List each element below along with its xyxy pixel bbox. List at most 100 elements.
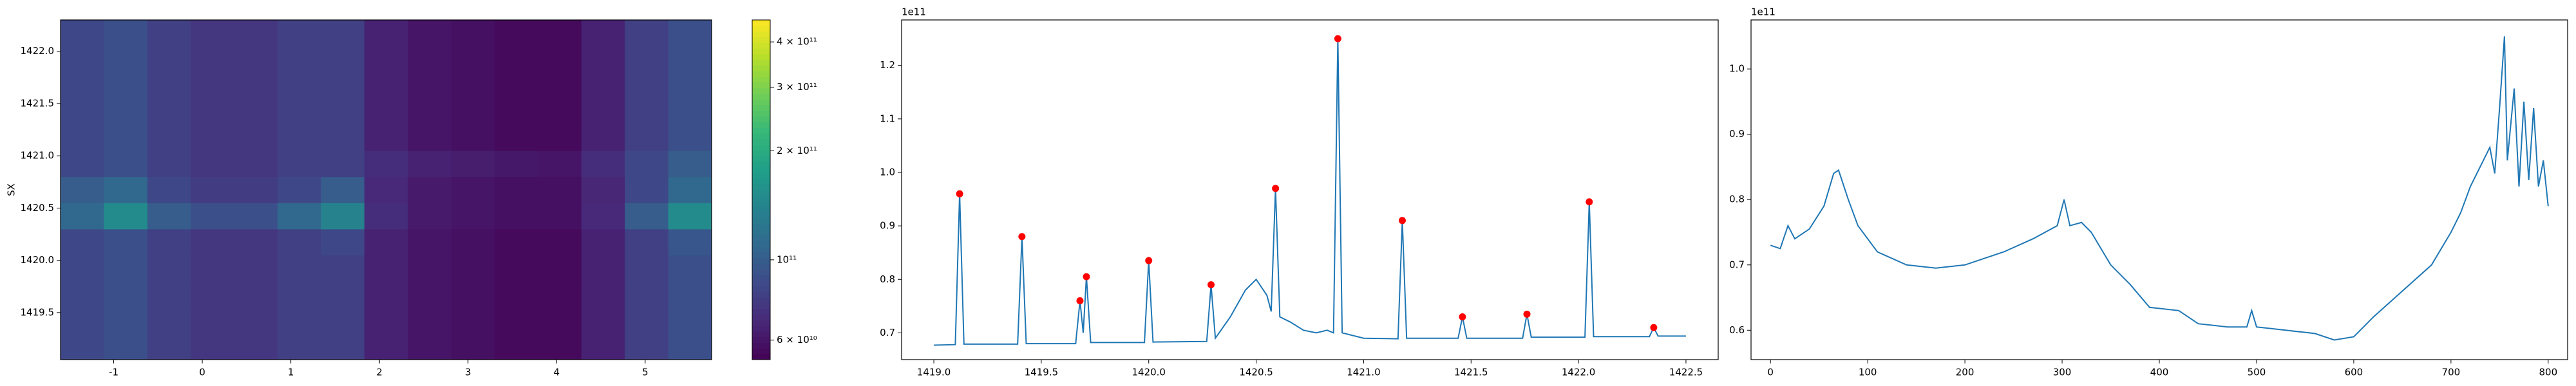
colorbar-segment — [752, 25, 770, 32]
colorbar-segment — [752, 42, 770, 49]
heatmap-cell — [364, 98, 408, 125]
heatmap-cell — [625, 307, 669, 334]
heatmap-cell — [364, 203, 408, 230]
heatmap-cell — [408, 176, 452, 203]
colorbar-segment — [752, 99, 770, 106]
heatmap-cell — [581, 20, 625, 47]
colorbar-segment — [752, 269, 770, 275]
heatmap-cell — [538, 333, 582, 360]
peak-marker — [1586, 198, 1593, 206]
heatmap-cell — [321, 176, 365, 203]
colorbar-segment — [752, 31, 770, 37]
heatmap-cell — [234, 255, 278, 282]
x-tick-label: -1 — [109, 367, 118, 378]
heatmap-cell — [191, 151, 235, 178]
y-tick-label: 0.8 — [1729, 194, 1745, 205]
heatmap-cell — [495, 98, 538, 125]
heatmap-cell — [278, 333, 321, 360]
heatmap-cell — [625, 333, 669, 360]
heatmap-cell — [234, 281, 278, 308]
y-tick-label: 1421.5 — [21, 97, 55, 109]
colorbar-tick-label: 4 × 10¹¹ — [777, 36, 817, 48]
heatmap-cell — [191, 46, 235, 73]
heatmap-cell — [581, 281, 625, 308]
heatmap-cell — [668, 255, 712, 282]
heatmap-cell — [321, 20, 365, 47]
heatmap-cell — [581, 333, 625, 360]
heatmap-cell — [364, 228, 408, 256]
colorbar-segment — [752, 252, 770, 259]
colorbar-segment — [752, 144, 770, 151]
heatmap-cell — [668, 46, 712, 73]
heatmap-cell — [581, 124, 625, 151]
colorbar-segment — [752, 127, 770, 134]
colorbar-segment — [752, 246, 770, 253]
x-tick-label: 1422.0 — [1562, 367, 1596, 378]
heatmap-cell — [581, 151, 625, 178]
heatmap-cell — [104, 255, 148, 282]
heatmap-cell — [495, 20, 538, 47]
heatmap-cell — [234, 151, 278, 178]
heatmap-cell — [668, 203, 712, 230]
colorbar-segment — [752, 71, 770, 77]
y-tick-label: 0.6 — [1729, 324, 1745, 336]
heatmap-cell — [278, 20, 321, 47]
colorbar-segment — [752, 263, 770, 270]
heatmap-cell — [191, 255, 235, 282]
heatmap-cell — [321, 72, 365, 99]
heatmap-cell — [668, 20, 712, 47]
colorbar-segment — [752, 336, 770, 344]
heatmap-cell — [495, 72, 538, 99]
heatmap-cell — [451, 255, 495, 282]
colorbar-segment — [752, 201, 770, 207]
colorbar-segment — [752, 190, 770, 196]
y-tick-label: 0.7 — [880, 327, 895, 338]
heatmap-cell — [147, 46, 191, 73]
heatmap-cell — [495, 124, 538, 151]
heatmap-cell — [625, 281, 669, 308]
colorbar-segment — [752, 65, 770, 71]
heatmap-cell — [321, 203, 365, 230]
heatmap-cell — [495, 255, 538, 282]
colorbar-segment — [752, 297, 770, 304]
colorbar-segment — [752, 48, 770, 55]
colorbar-segment — [752, 133, 770, 140]
heatmap-cell — [191, 333, 235, 360]
y-axis-label: SX — [6, 183, 17, 196]
heatmap-cell — [668, 98, 712, 125]
heatmap-cell — [364, 151, 408, 178]
heatmap-cell — [625, 98, 669, 125]
heatmap-cell — [61, 20, 104, 47]
heatmap-cell — [364, 255, 408, 282]
heatmap-cell — [408, 333, 452, 360]
colorbar-segment — [752, 53, 770, 60]
heatmap-cell — [581, 176, 625, 203]
heatmap-cell — [668, 333, 712, 360]
colorbar-segment — [752, 87, 770, 94]
heatmap-cell — [408, 255, 452, 282]
heatmap-cell — [191, 228, 235, 256]
heatmap-cell — [61, 255, 104, 282]
heatmap-cell — [278, 228, 321, 256]
y-tick-label: 1420.5 — [21, 202, 55, 214]
heatmap-cell — [147, 20, 191, 47]
heatmap-cell — [147, 98, 191, 125]
heatmap-cell — [104, 307, 148, 334]
heatmap-cell — [408, 307, 452, 334]
x-tick-label: 1420.5 — [1239, 367, 1273, 378]
heatmap-cell — [61, 72, 104, 99]
heatmap-cell — [278, 46, 321, 73]
heatmap-cell — [147, 124, 191, 151]
heatmap-cell — [191, 176, 235, 203]
heatmap-cell — [451, 203, 495, 230]
y-tick-label: 1.1 — [880, 113, 895, 124]
x-tick-label: 3 — [465, 367, 471, 378]
heatmap-cell — [104, 281, 148, 308]
data-line — [1770, 36, 2549, 341]
heatmap-cell — [495, 151, 538, 178]
colorbar-segment — [752, 207, 770, 213]
heatmap-cell — [364, 20, 408, 47]
x-tick-label: 1421.0 — [1347, 367, 1381, 378]
y-tick-label: 1422.0 — [21, 45, 55, 57]
offset-label: 1e11 — [902, 6, 926, 18]
